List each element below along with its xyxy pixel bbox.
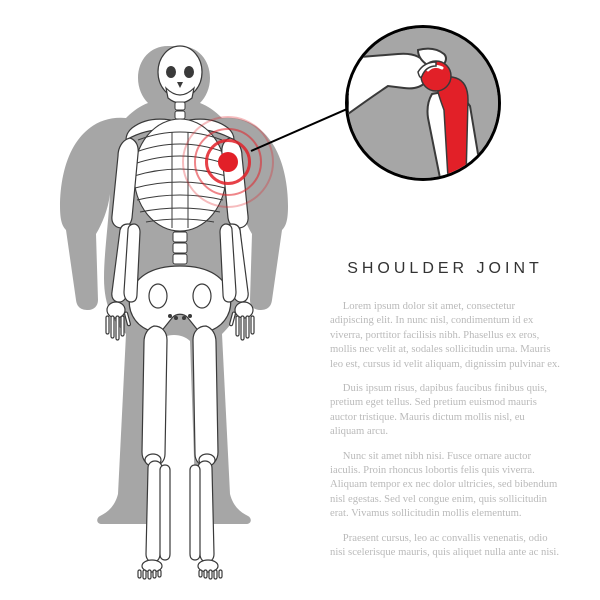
paragraph: Nunc sit amet nibh nisi. Fusce ornare au…: [330, 450, 560, 522]
infographic-canvas: SHOULDER JOINT Lorem ipsum dolor sit ame…: [0, 0, 600, 600]
skeleton-figure: [40, 40, 320, 580]
paragraph: Lorem ipsum dolor sit amet, consectetur …: [330, 300, 560, 372]
paragraph: Praesent cursus, leo ac convallis venena…: [330, 532, 560, 561]
description-block: SHOULDER JOINT Lorem ipsum dolor sit ame…: [330, 260, 560, 571]
section-title: SHOULDER JOINT: [330, 260, 560, 278]
zoom-detail-circle: [345, 25, 501, 181]
body-text: Lorem ipsum dolor sit amet, consectetur …: [330, 300, 560, 561]
ribcage: [134, 119, 226, 231]
legs: [138, 326, 222, 579]
paragraph: Duis ipsum risus, dapibus faucibus finib…: [330, 382, 560, 440]
